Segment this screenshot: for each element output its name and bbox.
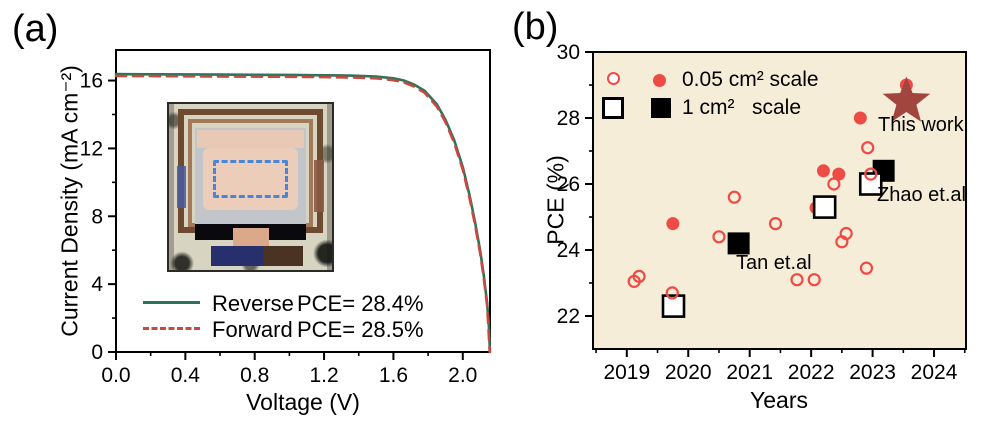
- panel-a-y-tick-label: 8: [91, 205, 103, 228]
- panel-a-y-tick-label: 0: [91, 341, 103, 364]
- panel-a-letter: (a): [12, 8, 59, 50]
- panel-b-letter: (b): [512, 6, 559, 48]
- legend-filled-square-marker: [651, 98, 671, 118]
- open-red-circle-0.05cm2-point: [727, 190, 741, 204]
- filled-black-square-1cm2-point: [727, 232, 750, 255]
- open-red-circle-0.05cm2-point: [790, 273, 804, 287]
- panel-a-x-tick-label: 1.6: [379, 364, 408, 387]
- this-work-annotation: This work: [878, 114, 964, 136]
- filled-red-circle-0.05cm2-point: [832, 167, 846, 181]
- panel-a-x-tick-label: 0.4: [171, 364, 201, 387]
- panel-b-x-tick-label: 2023: [849, 361, 896, 384]
- filled-red-circle-0.05cm2-point: [666, 217, 680, 231]
- panel-a-x-tick-label: 2.0: [448, 364, 477, 387]
- panel-a-y-tick-label: 12: [80, 137, 103, 160]
- panel-b-x-tick-label: 2022: [788, 361, 835, 384]
- panel-b-y-tick-label: 28: [557, 107, 580, 130]
- filled-red-circle-0.05cm2-point: [816, 164, 830, 178]
- panel-b-x-axis-title: Years: [750, 387, 808, 413]
- active-area: [203, 148, 298, 210]
- panel-a-y-axis-title: Current Density (mA cm⁻²): [56, 65, 83, 337]
- panel-b-x-tick-label: 2020: [665, 361, 712, 384]
- panel-a-x-tick-label: 1.2: [309, 364, 338, 387]
- legend-open-circle-marker: [607, 72, 620, 85]
- copper-contact-tab: [233, 228, 269, 250]
- reverse-pce-value: PCE= 28.4%: [297, 291, 424, 316]
- forward-curve: [114, 74, 492, 354]
- panel-b-x-tick-label: 2019: [603, 361, 650, 384]
- reverse-line-sample: [143, 301, 200, 304]
- panel-a-x-tick-label: 0.0: [101, 364, 130, 387]
- perovskite-top-band: [197, 130, 304, 148]
- open-black-square-1cm2-point: [812, 195, 837, 219]
- panel-b-y-axis-title: PCE (%): [542, 155, 569, 245]
- filled-red-circle-0.05cm2-point: [853, 111, 867, 125]
- open-red-circle-0.05cm2-point: [807, 273, 821, 287]
- panel-b-x-tick-label: 2024: [911, 361, 958, 384]
- left-electrode-strip: [177, 166, 186, 208]
- open-red-circle-0.05cm2-point: [712, 230, 726, 244]
- open-red-circle-0.05cm2-point: [859, 261, 874, 275]
- zhao-etal-annotation: Zhao et.al: [877, 184, 966, 206]
- open-red-circle-0.05cm2-point: [632, 269, 646, 283]
- legend-large-scale-label: 1 cm² scale: [682, 96, 802, 119]
- open-red-circle-0.05cm2-point: [839, 226, 853, 241]
- open-red-circle-0.05cm2-point: [827, 177, 841, 191]
- forward-line-sample: [143, 327, 200, 330]
- legend-small-scale-label: 0.05 cm² scale: [682, 68, 819, 91]
- open-red-circle-0.05cm2-point: [864, 167, 878, 181]
- blue-contact-chip: [211, 246, 263, 266]
- panel-b-y-tick-label: 22: [557, 305, 580, 328]
- this-work-star-marker: [882, 76, 931, 122]
- panel-b-x-tick-label: 2021: [726, 361, 773, 384]
- reverse-legend-label: Reverse: [212, 291, 294, 316]
- device-photo-inset: [167, 102, 334, 272]
- legend-filled-circle-marker: [653, 74, 666, 87]
- tan-etal-annotation: Tan et.al: [736, 252, 812, 274]
- panel-b-y-tick-label: 30: [557, 41, 580, 64]
- forward-legend-label: Forward: [212, 317, 293, 342]
- panel-b-y-tick-label: 24: [557, 239, 581, 262]
- open-black-square-1cm2-point: [858, 172, 883, 196]
- open-black-square-1cm2-point: [661, 294, 686, 318]
- legend-open-square-marker: [602, 97, 624, 119]
- active-area-dashed-outline: [213, 160, 288, 198]
- panel-a-x-tick-label: 0.8: [240, 364, 269, 387]
- open-red-circle-0.05cm2-point: [861, 141, 875, 155]
- panel-a-y-tick-label: 4: [91, 273, 103, 296]
- open-red-circle-0.05cm2-point: [665, 286, 679, 300]
- forward-pce-value: PCE= 28.5%: [297, 317, 424, 342]
- panel-a-y-tick-label: 16: [80, 70, 103, 93]
- open-red-circle-0.05cm2-point: [768, 217, 783, 231]
- panel-a-x-axis-title: Voltage (V): [246, 389, 360, 415]
- right-electrode-strip: [314, 160, 324, 212]
- dark-copper-chip: [263, 246, 303, 266]
- panel-b-y-tick-label: 26: [557, 173, 580, 196]
